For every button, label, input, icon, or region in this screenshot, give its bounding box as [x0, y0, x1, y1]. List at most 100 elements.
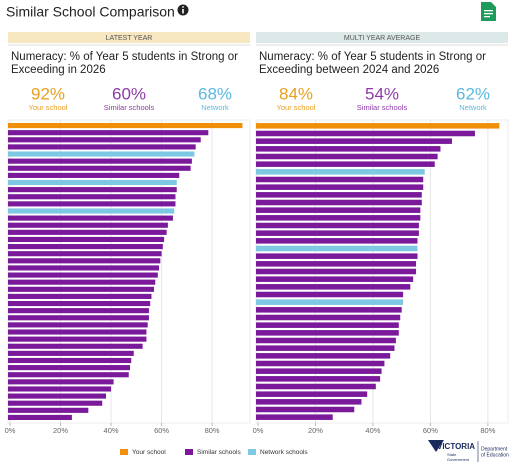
bar — [8, 215, 173, 221]
bar — [256, 199, 422, 206]
tab — [256, 32, 508, 43]
bar — [256, 245, 418, 252]
bar — [256, 406, 355, 413]
bar — [256, 399, 362, 405]
legend-label: Similar schools — [197, 449, 241, 456]
bar — [8, 407, 89, 413]
bar — [8, 236, 165, 243]
bar — [8, 222, 168, 228]
stat-value: 60% — [112, 84, 146, 103]
bar — [8, 165, 191, 171]
bar — [256, 123, 500, 129]
legend-swatch — [120, 449, 128, 455]
bar — [8, 414, 72, 421]
legend-swatch — [248, 449, 256, 455]
legend-label: Network schools — [260, 449, 308, 456]
bar — [8, 308, 149, 314]
bar — [8, 386, 112, 392]
bar — [256, 368, 382, 374]
stat-label: Your school — [277, 103, 316, 112]
bar — [256, 169, 425, 175]
x-tick-label: 60% — [154, 426, 169, 435]
x-tick-label: 80% — [205, 426, 220, 435]
bar — [8, 208, 175, 214]
legend-label: Your school — [132, 449, 166, 456]
bar — [256, 314, 401, 321]
bar — [8, 144, 196, 150]
bar — [8, 315, 149, 321]
bar — [256, 184, 424, 190]
bar — [8, 379, 114, 385]
bar — [8, 122, 243, 129]
logo-dept: of Education — [481, 452, 509, 458]
info-bar — [182, 9, 184, 14]
bar — [256, 345, 395, 351]
stat-label: Similar schools — [104, 103, 155, 112]
stat-value: 92% — [31, 84, 65, 103]
x-tick-label: 40% — [104, 426, 119, 435]
doc-line — [484, 13, 493, 15]
bar — [256, 391, 368, 397]
bar — [256, 238, 418, 244]
bar — [256, 299, 404, 305]
logo-name: VICTORIA — [437, 442, 475, 451]
bar — [8, 393, 106, 399]
bar — [8, 251, 162, 257]
bar — [256, 261, 417, 267]
bar — [256, 353, 391, 359]
info-icon[interactable] — [177, 4, 189, 16]
bar — [256, 276, 414, 282]
bar — [8, 322, 148, 328]
doc-line — [484, 10, 493, 12]
logo-dept: Department — [481, 446, 508, 452]
x-tick-label: 20% — [308, 426, 323, 435]
info-dot — [182, 6, 184, 8]
tab — [8, 32, 250, 43]
bar — [256, 253, 418, 259]
panel-heading: Exceeding in 2026 — [11, 64, 106, 76]
stat-label: Network — [201, 103, 229, 112]
bar — [8, 187, 177, 193]
logo-mark — [428, 440, 444, 452]
x-tick-label: 60% — [423, 426, 438, 435]
bar — [256, 207, 421, 213]
bar — [256, 215, 421, 221]
bar — [256, 360, 385, 367]
bar — [256, 130, 475, 137]
bar — [256, 414, 333, 420]
bar — [256, 222, 419, 229]
bar — [256, 376, 381, 382]
bar — [256, 330, 399, 336]
bar — [8, 293, 152, 299]
stat-value: 54% — [365, 84, 399, 103]
bar — [8, 158, 192, 164]
stat-value: 68% — [198, 84, 232, 103]
bar — [8, 272, 158, 278]
stat-value: 62% — [456, 84, 490, 103]
bar — [8, 357, 132, 364]
bar — [8, 300, 151, 307]
document-icon[interactable] — [481, 2, 496, 21]
bar — [8, 329, 147, 335]
bar — [8, 151, 195, 157]
bar — [256, 337, 396, 344]
bar — [256, 153, 438, 160]
bar — [256, 284, 411, 290]
x-tick-label: 20% — [53, 426, 68, 435]
bar — [256, 192, 422, 198]
x-tick-label: 40% — [365, 426, 380, 435]
tab-label: LATEST YEAR — [106, 35, 153, 42]
bar — [8, 229, 167, 235]
bar — [8, 258, 161, 264]
bar — [8, 244, 163, 250]
x-tick-label: 0% — [253, 426, 264, 435]
bar — [8, 130, 209, 136]
bar — [256, 268, 417, 275]
bar — [256, 307, 402, 313]
tab-label: MULTI YEAR AVERAGE — [344, 35, 421, 42]
bar — [8, 336, 147, 342]
bar — [8, 194, 176, 200]
bar — [256, 291, 404, 298]
bar — [8, 279, 156, 285]
bar — [8, 179, 177, 186]
